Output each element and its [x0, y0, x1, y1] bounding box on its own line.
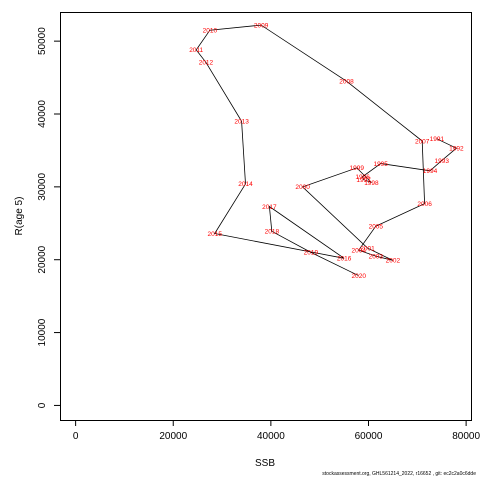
year-label-1995: 1995 — [373, 161, 388, 168]
year-label-2011: 2011 — [189, 47, 203, 54]
year-label-2009: 2009 — [254, 22, 269, 29]
year-label-2014: 2014 — [238, 181, 253, 188]
recruitment-ssb-path — [195, 24, 458, 277]
year-label-1992: 1992 — [449, 146, 464, 153]
year-label-2002: 2002 — [386, 258, 401, 265]
y-tick-label: 0 — [37, 402, 48, 408]
year-label-2012: 2012 — [199, 60, 214, 67]
year-label-2007: 2007 — [415, 138, 430, 145]
year-label-2016: 2016 — [337, 256, 352, 263]
y-tick-label: 50000 — [37, 27, 48, 55]
x-tick-label: 60000 — [355, 431, 383, 442]
footer-credit: stockassessment.org, GHL561214_2022, r16… — [322, 471, 476, 477]
year-label-2008: 2008 — [339, 79, 354, 86]
year-label-2020: 2020 — [351, 273, 366, 280]
year-label-1993: 1993 — [434, 158, 449, 165]
x-tick-label: 20000 — [159, 431, 187, 442]
year-label-2017: 2017 — [262, 204, 277, 211]
year-label-2010: 2010 — [203, 28, 218, 35]
year-label-1994: 1994 — [423, 168, 438, 175]
year-label-1996: 1996 — [355, 174, 370, 181]
year-label-2001: 2001 — [360, 245, 375, 252]
year-label-1999: 1999 — [350, 165, 365, 172]
year-label-1998: 1998 — [364, 180, 379, 187]
x-tick-label: 80000 — [452, 431, 480, 442]
x-tick-label: 0 — [73, 431, 79, 442]
year-label-2019: 2019 — [304, 250, 319, 257]
year-label-2005: 2005 — [369, 224, 384, 231]
year-label-2006: 2006 — [417, 201, 432, 208]
x-tick-label: 40000 — [257, 431, 285, 442]
y-axis: 0 10000 20000 30000 40000 50000 — [37, 27, 60, 408]
year-label-2018: 2018 — [265, 229, 280, 236]
year-label-2000: 2000 — [295, 184, 310, 191]
plot-frame — [60, 12, 472, 421]
year-label-2003: 2003 — [369, 253, 384, 260]
year-label-1991: 1991 — [430, 136, 445, 143]
y-axis-title: R(age 5) — [14, 197, 25, 236]
year-label-1997: 1997 — [356, 177, 371, 184]
y-tick-label: 30000 — [37, 173, 48, 201]
y-tick-label: 10000 — [37, 318, 48, 346]
x-axis: 0 20000 40000 60000 80000 — [73, 420, 480, 442]
year-label-2004: 2004 — [351, 248, 366, 255]
y-tick-label: 20000 — [37, 245, 48, 273]
year-label-2015: 2015 — [208, 231, 223, 238]
y-tick-label: 40000 — [37, 100, 48, 128]
year-label-2013: 2013 — [234, 119, 249, 126]
x-axis-title: SSB — [255, 458, 275, 469]
